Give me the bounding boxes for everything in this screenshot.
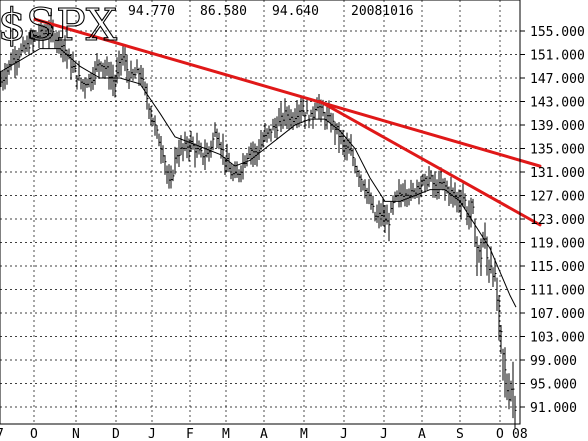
y-tick-label: 155.000	[530, 25, 585, 40]
y-tick-label: 135.000	[530, 143, 585, 158]
x-tick-label: D	[112, 427, 120, 441]
x-tick-label: 7	[0, 427, 4, 441]
x-tick-label: J	[380, 427, 388, 441]
x-tick-label: M	[300, 427, 308, 441]
price-bars	[0, 11, 517, 429]
x-axis: 7 O N D J F M A M J J A S O 08	[0, 427, 528, 441]
y-tick-label: 99.000	[530, 354, 577, 369]
y-tick-label: 123.000	[530, 213, 585, 228]
x-tick-label: 08	[512, 427, 528, 441]
x-tick-label: N	[72, 427, 80, 441]
y-tick-label: 111.000	[530, 284, 585, 299]
x-tick-label: S	[456, 427, 464, 441]
x-tick-label: F	[186, 427, 194, 441]
trendline-1	[33, 17, 542, 168]
y-tick-label: 139.000	[530, 119, 585, 134]
y-tick-label: 131.000	[530, 166, 585, 181]
y-axis: 155.000 151.000 147.000 143.000 139.000 135.0…	[520, 25, 585, 416]
y-tick-label: 95.000	[530, 378, 577, 393]
y-tick-label: 107.000	[530, 307, 585, 322]
x-tick-label: O	[30, 427, 38, 441]
y-tick-label: 151.000	[530, 49, 585, 64]
header-value-2: 86.580	[200, 4, 247, 19]
y-tick-label: 147.000	[530, 72, 585, 87]
header-value-1: 94.770	[128, 4, 175, 19]
plot-area-frame	[0, 0, 521, 425]
y-tick-label: 119.000	[530, 237, 585, 252]
x-tick-label: M	[222, 427, 230, 441]
grid-lines	[0, 0, 520, 424]
trendline-2	[318, 100, 542, 227]
moving-average-line	[0, 48, 517, 308]
chart-title: $SPX	[0, 0, 118, 51]
y-tick-label: 103.000	[530, 331, 585, 346]
y-tick-label: 91.000	[530, 401, 577, 416]
header-date: 20081016	[351, 4, 414, 19]
header-value-3: 94.640	[272, 4, 319, 19]
x-tick-label: A	[418, 427, 426, 441]
y-tick-label: 143.000	[530, 96, 585, 111]
x-tick-label: J	[148, 427, 156, 441]
y-tick-label: 127.000	[530, 190, 585, 205]
trendlines	[33, 17, 542, 227]
y-tick-label: 115.000	[530, 260, 585, 275]
x-tick-label: J	[340, 427, 348, 441]
x-tick-label: O	[496, 427, 504, 441]
x-tick-label: A	[260, 427, 268, 441]
